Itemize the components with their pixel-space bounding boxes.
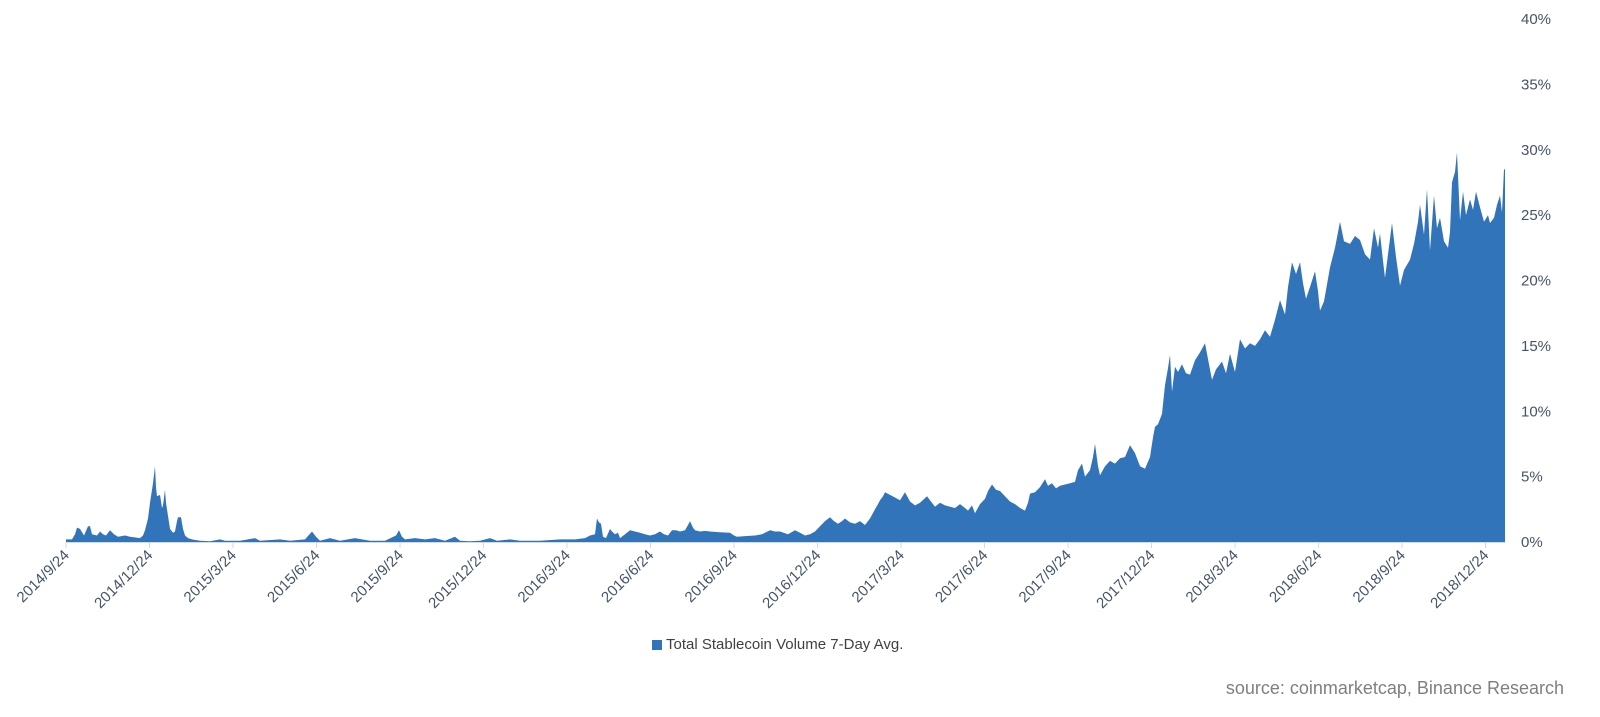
x-tick-label: 2017/6/24 [932, 547, 991, 606]
x-axis-ticks: 2014/9/24 2014/12/24 2015/3/24 2015/6/24 201… [14, 542, 1492, 612]
source-note: source: coinmarketcap, Binance Research [1225, 678, 1564, 698]
y-tick-label: 10% [1521, 403, 1551, 420]
x-tick-label: 2015/3/24 [181, 547, 240, 606]
x-tick-label: 2015/12/24 [425, 547, 490, 612]
legend-swatch-icon [652, 639, 662, 650]
y-tick-label: 15% [1521, 338, 1551, 355]
x-tick-label: 2018/3/24 [1183, 547, 1242, 606]
x-tick-label: 2014/9/24 [14, 547, 73, 606]
x-tick-label: 2016/6/24 [598, 547, 657, 606]
y-tick-label: 5% [1521, 469, 1543, 486]
x-tick-label: 2015/6/24 [264, 547, 323, 606]
x-tick-label: 2018/12/24 [1427, 547, 1492, 612]
y-tick-label: 30% [1521, 142, 1551, 159]
x-tick-label: 2015/9/24 [348, 547, 407, 606]
y-tick-label: 35% [1521, 76, 1551, 93]
legend: Total Stablecoin Volume 7-Day Avg. [652, 636, 903, 653]
y-axis-ticks: 0% 5% 10% 15% 20% 25% 30% 35% 40% [1521, 11, 1551, 551]
x-tick-label: 2018/9/24 [1350, 547, 1409, 606]
x-tick-label: 2017/3/24 [849, 547, 908, 606]
y-tick-label: 20% [1521, 273, 1551, 290]
x-tick-label: 2017/12/24 [1093, 547, 1158, 612]
x-tick-label: 2016/9/24 [682, 547, 741, 606]
area-fill [66, 152, 1505, 542]
x-tick-label: 2014/12/24 [91, 547, 156, 612]
stablecoin-volume-area [66, 152, 1505, 542]
x-tick-label: 2017/9/24 [1016, 547, 1075, 606]
x-tick-label: 2018/6/24 [1266, 547, 1325, 606]
x-tick-label: 2016/12/24 [759, 547, 824, 612]
y-tick-label: 0% [1521, 534, 1543, 551]
y-tick-label: 25% [1521, 207, 1551, 224]
legend-label: Total Stablecoin Volume 7-Day Avg. [666, 636, 904, 653]
y-tick-label: 40% [1521, 11, 1551, 28]
x-tick-label: 2016/3/24 [515, 547, 574, 606]
